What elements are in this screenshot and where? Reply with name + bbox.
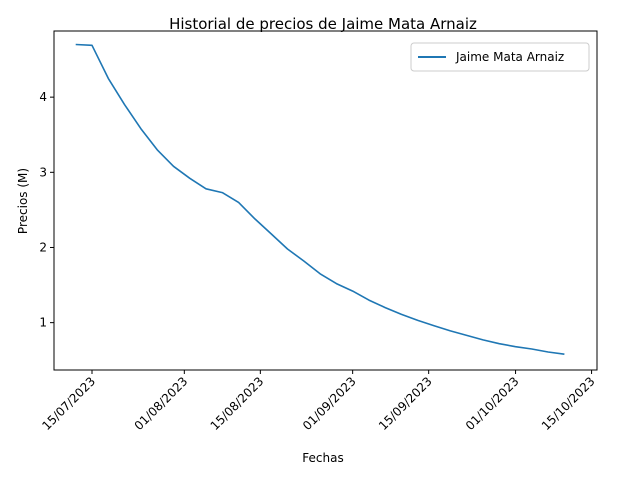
y-axis-label: Precios (M) xyxy=(16,168,30,234)
y-tick-label: 3 xyxy=(39,165,47,179)
plot-frame xyxy=(53,30,598,371)
chart-title: Historial de precios de Jaime Mata Arnai… xyxy=(169,15,477,33)
y-tick-label: 2 xyxy=(39,240,47,254)
legend: Jaime Mata Arnaiz xyxy=(410,42,590,72)
y-tick-label: 1 xyxy=(39,316,47,330)
y-axis: 1 2 3 4 xyxy=(39,90,54,330)
y-tick-label: 4 xyxy=(39,90,47,104)
x-axis-label: Fechas xyxy=(302,451,343,465)
plot-area xyxy=(75,43,565,355)
legend-box xyxy=(410,42,590,72)
series-line-0 xyxy=(75,43,565,355)
legend-label: Jaime Mata Arnaiz xyxy=(455,50,564,64)
